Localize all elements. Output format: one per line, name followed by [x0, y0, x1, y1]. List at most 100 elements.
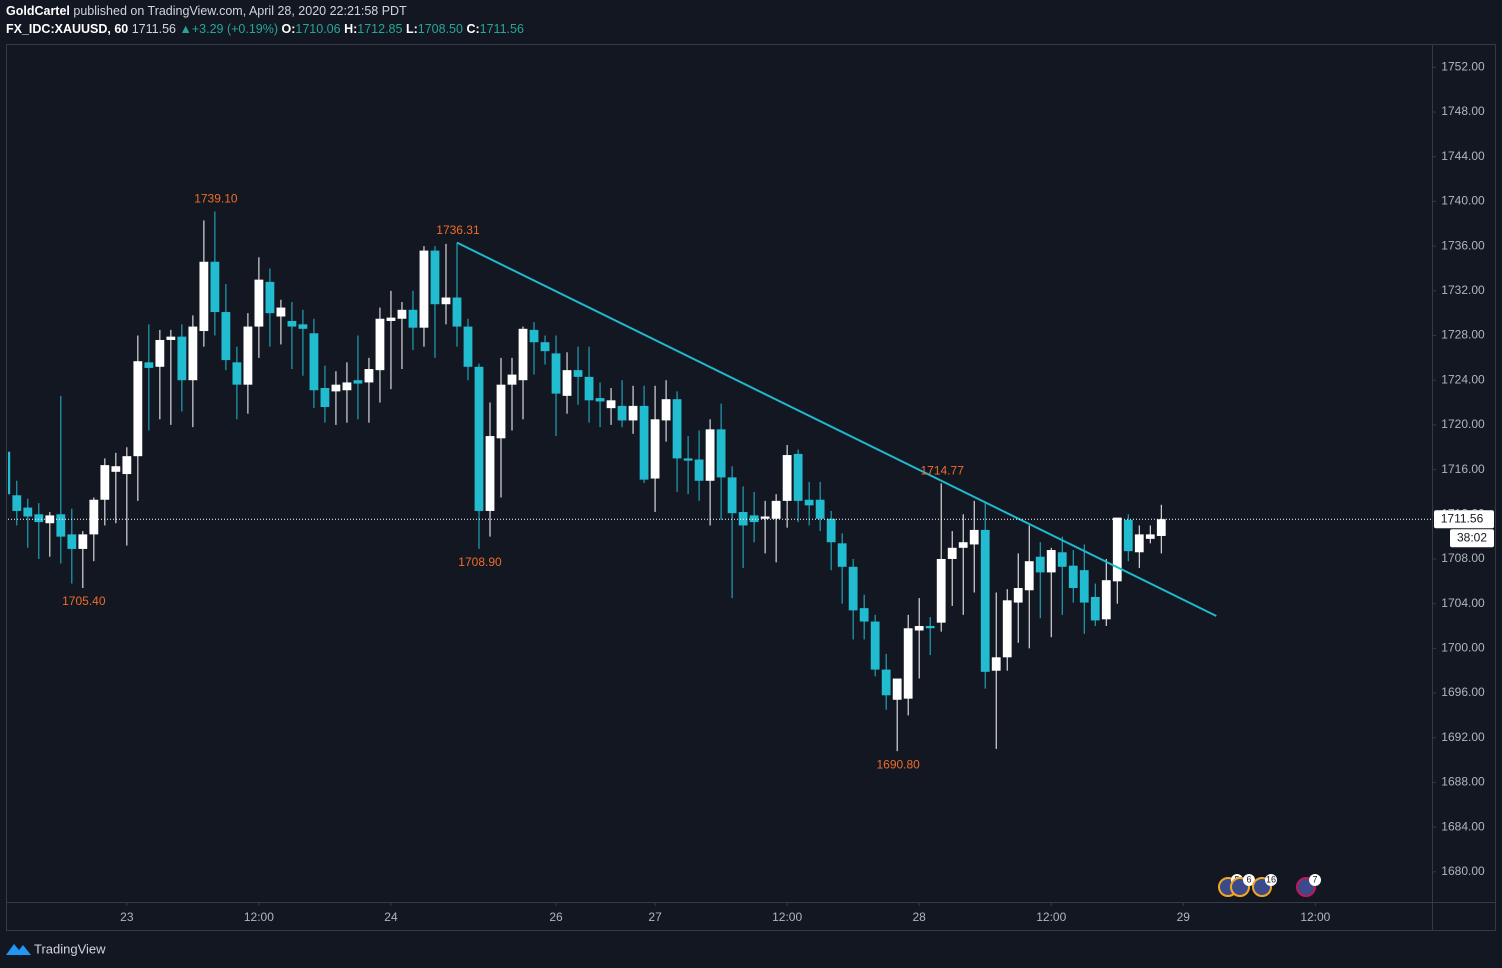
candle-body [452, 297, 462, 327]
x-tick-label: 24 [384, 910, 398, 924]
candle-body [122, 456, 132, 475]
candle-body [287, 320, 297, 327]
candle-body [650, 419, 660, 479]
candle-body [617, 405, 627, 421]
h-label: H: [344, 22, 357, 36]
candle-body [155, 339, 165, 367]
candle-body [133, 361, 143, 457]
o-label: O: [282, 22, 296, 36]
candle-body [1156, 519, 1166, 536]
candle-body [375, 318, 385, 371]
candle-body [353, 380, 363, 384]
price-annotation: 1708.90 [458, 555, 502, 569]
x-tick-label: 23 [120, 910, 134, 924]
candle-body [34, 514, 44, 523]
y-tick-label: 1688.00 [1441, 775, 1485, 789]
candle-body [254, 279, 264, 327]
candle-body [1068, 565, 1078, 589]
frame [6, 44, 1496, 931]
published: published on TradingView.com, April 28, … [70, 4, 407, 18]
candle-body [870, 621, 880, 670]
candle-body [848, 566, 858, 611]
candle-body [1079, 570, 1089, 603]
candle-body [188, 326, 198, 381]
footer-logo: TradingView [6, 941, 106, 956]
candle-body [958, 542, 968, 548]
x-tick-label: 29 [1177, 910, 1191, 924]
candle-body [925, 626, 935, 629]
candle-body [1101, 580, 1111, 620]
candle-body [749, 515, 759, 523]
candle-body [56, 514, 66, 537]
c-label: C: [466, 22, 479, 36]
candle-body [320, 388, 330, 408]
last: 1711.56 [132, 22, 176, 36]
candle-body [89, 499, 99, 535]
candle-body [397, 309, 407, 319]
candle-body [430, 250, 440, 305]
candle-body [177, 336, 187, 381]
event-badge [1309, 874, 1321, 886]
candle-body [595, 398, 605, 402]
candle-body [661, 399, 671, 421]
x-tick-label: 27 [648, 910, 662, 924]
y-tick-label: 1704.00 [1441, 596, 1485, 610]
candle-body [1112, 517, 1122, 582]
c-value: 1711.56 [480, 22, 524, 36]
last-price-label: 1711.56 [1441, 511, 1484, 525]
y-tick-label: 1680.00 [1441, 864, 1485, 878]
event-count: 6 [1246, 874, 1251, 884]
change: +3.29 (+0.19%) [192, 22, 278, 36]
candle-body [386, 317, 396, 321]
up-arrow: ▲ [179, 22, 191, 36]
candle-body [892, 678, 902, 700]
price-annotation: 1739.10 [194, 192, 238, 206]
candle-body [826, 518, 836, 543]
y-tick-label: 1720.00 [1441, 417, 1485, 431]
x-tick-label: 12:00 [1300, 910, 1330, 924]
y-tick-label: 1752.00 [1441, 60, 1485, 74]
candle-body [210, 261, 220, 313]
plot [8, 211, 1217, 752]
candle-body [199, 261, 209, 332]
candle-body [705, 429, 715, 481]
candle-body [298, 324, 308, 329]
candle-body [936, 558, 946, 623]
candle-body [1046, 550, 1056, 573]
countdown-label: 38:02 [1457, 530, 1487, 544]
candle-body [23, 507, 33, 517]
candle-body [540, 342, 550, 352]
candle-body [793, 453, 803, 501]
price-annotation: 1705.40 [62, 594, 106, 608]
candle-body [947, 547, 957, 559]
y-tick-label: 1748.00 [1441, 104, 1485, 118]
candle-body [628, 405, 638, 421]
candle-body [1013, 588, 1023, 603]
candle-body [1057, 552, 1067, 567]
candle-body [463, 326, 473, 367]
candle-body [903, 628, 913, 699]
price-annotation: 1736.31 [436, 223, 480, 237]
y-tick-label: 1724.00 [1441, 372, 1485, 386]
candle-body [144, 362, 154, 368]
last-price-tag [1434, 510, 1494, 529]
event-marker: 6 [1230, 874, 1255, 897]
y-tick-label: 1708.00 [1441, 551, 1485, 565]
candle-body [309, 333, 319, 391]
candle-body [837, 543, 847, 567]
candle-body [518, 328, 528, 381]
event-marker: 16 [1252, 874, 1277, 897]
l-value: 1708.50 [418, 22, 463, 36]
candle-body [771, 500, 781, 519]
candle-body [991, 657, 1001, 671]
y-tick-label: 1736.00 [1441, 238, 1485, 252]
candle-body [760, 516, 770, 519]
candle-body [573, 370, 583, 377]
candle-body [408, 309, 418, 328]
candle-body [8, 451, 11, 495]
candle-body [12, 495, 22, 511]
candle-body [782, 455, 792, 501]
l-label: L: [406, 22, 418, 36]
